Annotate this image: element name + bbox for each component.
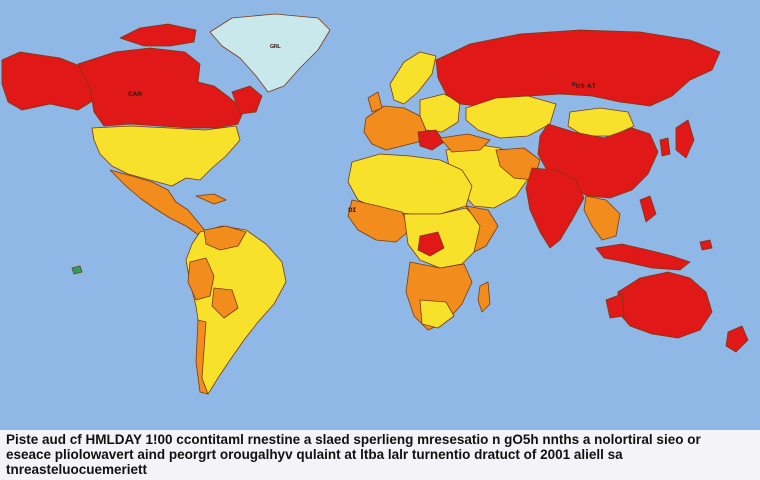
world-map-svg: ᴳᴿᴸ ᴄᴀɴ ᴿᴜs ᴀᴛ ᴅɪ [1,13,749,395]
region-alaska [1,51,95,111]
label-russia: ᴿᴜs ᴀᴛ [572,81,596,90]
region-australia [617,271,713,339]
region-south-africa [419,299,455,329]
region-southeast-asia [583,195,621,241]
region-venezuela [203,225,247,251]
region-australia-west [605,293,625,319]
region-bolivia [211,287,239,319]
region-korea [659,137,671,157]
map-caption: Piste aud cf HMLDAY 1!00 ccontitaml rnes… [0,430,760,480]
region-turkey [439,133,491,153]
region-canada-east [231,85,263,115]
region-japan [675,119,695,159]
region-west-africa [347,199,411,243]
region-peru [187,257,215,301]
region-caribbean [195,193,227,205]
region-canada [77,47,245,129]
region-philippines [639,195,657,223]
region-europe-west [363,105,427,151]
region-east-africa [465,205,499,253]
region-indonesia [595,243,691,271]
label-marker: ᴅɪ [348,205,356,214]
caption-line-2: eseace pliolowavert aind peorgrt orougal… [6,447,623,462]
region-canada-islands [119,23,197,47]
region-island-caribbean [71,265,83,275]
region-chile [195,319,209,395]
region-usa [91,125,241,187]
world-map: ᴳᴿᴸ ᴄᴀɴ ᴿᴜs ᴀᴛ ᴅɪ [1,13,749,395]
label-canada: ᴄᴀɴ [128,89,142,98]
region-uk [367,91,383,113]
label-greenland: ᴳᴿᴸ [270,43,281,52]
region-kazakhstan [465,95,557,139]
region-russia [435,29,721,107]
region-island-pacific [699,239,713,251]
region-madagascar [477,281,491,313]
region-scandinavia [389,51,437,105]
region-balkans [417,129,445,151]
region-congo [417,231,445,257]
caption-line-3: tnreasteluocuemeriett [6,462,148,477]
region-europe-east [419,93,461,133]
region-new-zealand [725,325,749,353]
region-india [525,167,585,249]
caption-line-1: Piste aud cf HMLDAY 1!00 ccontitaml rnes… [6,432,701,447]
region-greenland [209,13,331,93]
